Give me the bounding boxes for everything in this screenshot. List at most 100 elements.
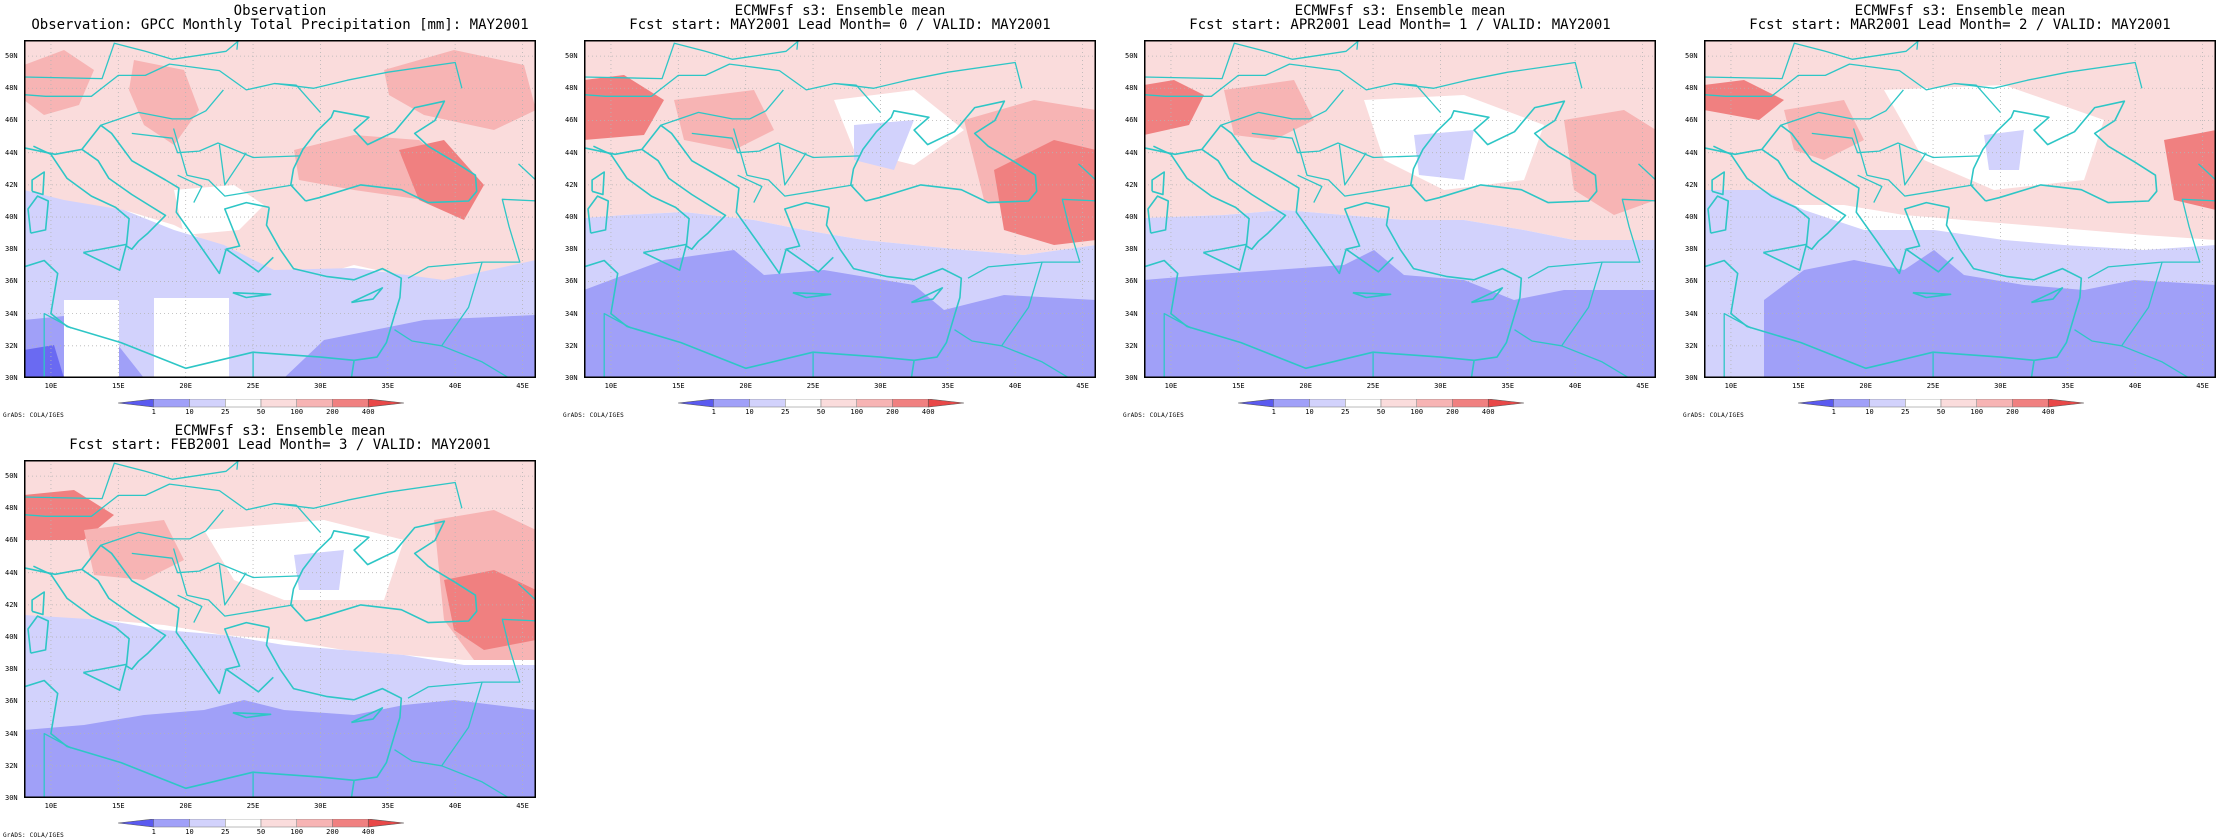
- precip-map: [1704, 40, 2216, 378]
- colorbar-swatch: [856, 399, 893, 408]
- colorbar-label: 200: [1446, 408, 1459, 415]
- coastline: [82, 243, 128, 271]
- lat-tick-label: 44N: [5, 568, 18, 577]
- colorbar-label: 100: [1970, 408, 1983, 415]
- lon-tick-label: 15E: [111, 382, 125, 390]
- coastline: [1409, 100, 1598, 204]
- coastline: [584, 207, 963, 370]
- grads-credit: GrADS: COLA/IGES: [3, 412, 64, 419]
- country-border: [967, 163, 1096, 279]
- country-border: [131, 552, 301, 579]
- coastline: [24, 544, 270, 695]
- colorbar-label: 10: [185, 408, 193, 415]
- coastline: [849, 100, 1038, 204]
- colorbar: 1 10 25 50 100 200 400: [118, 819, 404, 835]
- country-border: [172, 548, 294, 617]
- coastline: [1762, 243, 1808, 271]
- lat-tick-label: 30N: [565, 374, 578, 382]
- precip-shaded-region: [1564, 110, 1656, 215]
- country-border: [1144, 40, 1361, 80]
- coastline: [33, 145, 167, 250]
- colorbar-label: 50: [1937, 408, 1945, 415]
- country-border: [407, 583, 536, 699]
- country-border: [691, 132, 861, 159]
- coastline: [232, 291, 272, 299]
- precip-map: [24, 460, 536, 798]
- country-border: [100, 509, 224, 546]
- country-border: [1220, 89, 1344, 126]
- lon-tick-label: 10E: [1164, 382, 1178, 390]
- country-border: [1001, 261, 1043, 347]
- colorbar-swatch: [713, 399, 750, 408]
- lon-tick-label: 40E: [448, 802, 462, 810]
- lat-tick-label: 34N: [1125, 309, 1138, 318]
- lon-tick-label: 45E: [1076, 382, 1089, 390]
- lon-tick-label: 35E: [1501, 382, 1515, 390]
- country-border: [407, 163, 536, 279]
- lat-tick-label: 32N: [5, 341, 18, 350]
- colorbar-label: 200: [326, 408, 339, 415]
- lat-tick-label: 36N: [1685, 277, 1698, 286]
- colorbar-label: 25: [221, 828, 229, 835]
- map-frame: [24, 40, 536, 378]
- colorbar-label: 200: [326, 828, 339, 835]
- coastline: [1471, 287, 1504, 304]
- country-border: [177, 594, 203, 623]
- coastline: [1704, 124, 1950, 275]
- lon-tick-label: 35E: [941, 382, 955, 390]
- lat-tick-label: 46N: [1125, 116, 1138, 125]
- coastline: [351, 287, 384, 304]
- lat-tick-label: 44N: [1685, 148, 1698, 157]
- precip-shaded-region: [384, 50, 536, 130]
- colorbar-swatch: [118, 819, 155, 828]
- precip-shaded-region: [294, 550, 344, 590]
- colorbar-swatch: [892, 399, 929, 408]
- coastline: [1905, 248, 1954, 273]
- coastline: [1707, 195, 1730, 234]
- coastline: [24, 627, 403, 790]
- precip-shaded-region: [1224, 80, 1314, 140]
- country-border: [236, 40, 239, 50]
- coastline: [27, 195, 50, 234]
- precip-shaded-region: [64, 300, 119, 378]
- precip-map: [24, 40, 536, 378]
- grads-credit: GrADS: COLA/IGES: [1123, 412, 1184, 419]
- country-border: [1898, 144, 1927, 186]
- coastline: [33, 565, 167, 670]
- country-border: [1916, 40, 1919, 50]
- colorbar-label: 10: [1865, 408, 1873, 415]
- country-border: [441, 261, 483, 347]
- colorbar-label: 400: [362, 408, 375, 415]
- coastline: [1147, 195, 1170, 234]
- country-border: [172, 128, 294, 197]
- lat-tick-label: 40N: [1685, 213, 1698, 222]
- colorbar-label: 1: [1832, 408, 1836, 415]
- country-border: [1338, 144, 1367, 186]
- lat-tick-label: 38N: [565, 245, 578, 254]
- country-border: [737, 174, 763, 203]
- colorbar-label: 25: [1341, 408, 1349, 415]
- lon-tick-label: 20E: [739, 382, 752, 390]
- coastline: [584, 124, 830, 275]
- precip-shaded-region: [1144, 80, 1204, 135]
- panel-subtitle: Fcst start: MAY2001 Lead Month= 0 / VALI…: [629, 17, 1051, 33]
- colorbar-swatch: [2012, 399, 2049, 408]
- colorbar-label: 100: [1410, 408, 1423, 415]
- panel-lead-month-1: ECMWFsf s3: Ensemble mean Fcst start: AP…: [1120, 0, 1680, 420]
- colorbar-swatch: [332, 399, 369, 408]
- precip-shaded-region: [584, 40, 1096, 255]
- coastline: [1352, 291, 1392, 299]
- lat-tick-label: 30N: [1125, 374, 1138, 382]
- country-border: [778, 144, 807, 186]
- lat-tick-label: 38N: [5, 665, 18, 674]
- coastline: [1711, 171, 1726, 196]
- colorbar-swatch: [1940, 399, 1977, 408]
- country-border: [584, 40, 801, 80]
- lat-tick-label: 42N: [1125, 180, 1138, 189]
- country-border: [1514, 329, 1631, 378]
- lon-tick-label: 35E: [2061, 382, 2075, 390]
- lat-tick-label: 46N: [5, 536, 18, 545]
- colorbar-swatch: [367, 819, 404, 828]
- lon-tick-label: 15E: [671, 382, 685, 390]
- lat-tick-label: 48N: [565, 84, 578, 93]
